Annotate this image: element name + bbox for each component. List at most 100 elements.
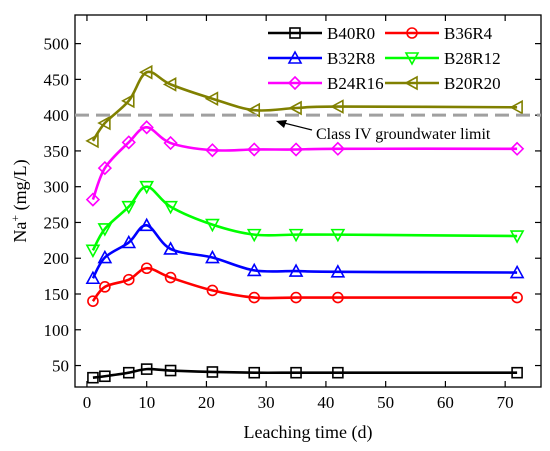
data-point [163, 200, 178, 215]
data-point [288, 228, 304, 243]
data-point [332, 366, 344, 379]
data-point [206, 284, 219, 297]
y-tick-label: 400 [44, 106, 70, 125]
y-tick-label: 350 [44, 142, 70, 161]
series-line [92, 367, 518, 379]
legend-item-B32R8: B32R8 [268, 49, 375, 68]
y-axis: 50 100 150 200 250 300 350 400 450 500 [44, 35, 541, 376]
data-point [509, 99, 523, 115]
legend-label: B24R16 [327, 74, 384, 93]
data-point [121, 93, 135, 109]
data-point [330, 99, 344, 114]
data-point [330, 228, 346, 243]
legend-marker [287, 50, 303, 64]
y-axis-title-superscript: + [8, 215, 22, 222]
data-point [97, 160, 113, 176]
data-point [139, 180, 155, 195]
data-point [164, 271, 177, 284]
data-point [163, 241, 178, 255]
legend-marker [289, 27, 301, 39]
legend-marker [406, 27, 418, 39]
data-point [509, 264, 525, 279]
series-B40R0 [87, 363, 523, 384]
y-axis-title: Na+ (mg/L) [8, 159, 31, 242]
y-tick-label: 300 [44, 178, 70, 197]
data-point [121, 234, 137, 249]
data-point [97, 115, 111, 131]
data-point [85, 192, 101, 207]
data-point [139, 217, 155, 232]
data-point [509, 141, 525, 156]
y-tick-label: 150 [44, 285, 70, 304]
data-point [140, 363, 153, 375]
legend-label: B40R0 [327, 24, 375, 43]
data-point [330, 264, 346, 278]
legend-marker [404, 75, 418, 91]
plot-marks [85, 64, 525, 384]
legend: B40R0 B36R4 B32R8 B28R12 B24R16 B20R20 [268, 24, 501, 93]
x-tick-label: 70 [497, 393, 514, 412]
legend-item-B36R4: B36R4 [385, 24, 493, 43]
series-B24R16 [85, 120, 525, 207]
data-point [99, 370, 111, 383]
series-line [91, 70, 518, 142]
data-point [205, 143, 220, 158]
data-point [246, 102, 261, 118]
data-point [288, 263, 304, 277]
data-point [206, 366, 219, 378]
y-axis-title-unit: (mg/L) [10, 159, 31, 215]
series-B20R20 [85, 64, 523, 149]
y-tick-label: 50 [52, 357, 69, 376]
series-B28R12 [85, 180, 525, 259]
data-point [121, 200, 137, 215]
series-line [91, 185, 518, 251]
data-point [290, 366, 302, 379]
x-tick-label: 40 [317, 393, 334, 412]
legend-label: B32R8 [327, 49, 375, 68]
data-point [163, 135, 178, 151]
y-tick-label: 100 [44, 321, 70, 340]
data-point [288, 142, 304, 157]
data-point [205, 218, 220, 233]
data-point [99, 281, 111, 293]
data-point [332, 291, 344, 304]
plot-frame [74, 14, 542, 388]
data-point [85, 244, 101, 259]
x-tick-label: 20 [198, 393, 215, 412]
x-tick-label: 10 [138, 393, 155, 412]
data-point [139, 64, 153, 80]
data-point [87, 371, 99, 384]
data-point [97, 223, 113, 237]
legend-item-B24R16: B24R16 [268, 74, 384, 93]
data-point [288, 100, 302, 116]
y-tick-label: 450 [44, 70, 70, 89]
data-point [330, 141, 346, 156]
data-point [246, 228, 262, 243]
data-point [121, 135, 136, 150]
data-point [164, 364, 177, 377]
data-point [246, 262, 262, 277]
legend-item-B20R20: B20R20 [385, 74, 501, 93]
x-tick-label: 30 [258, 393, 275, 412]
annotation-arrow-head [276, 120, 287, 128]
y-tick-label: 200 [44, 249, 70, 268]
data-point [87, 295, 99, 307]
data-point [139, 120, 154, 135]
legend-item-B40R0: B40R0 [268, 24, 375, 43]
data-point [248, 291, 261, 304]
series-line [91, 224, 518, 279]
data-point [248, 366, 261, 379]
x-tick-label: 0 [83, 393, 92, 412]
y-tick-label: 500 [44, 35, 70, 54]
y-tick-label: 250 [44, 213, 70, 232]
data-point [247, 142, 262, 157]
legend-label: B20R20 [444, 74, 501, 93]
x-axis-title: Leaching time (d) [244, 422, 373, 443]
x-tick-label: 50 [377, 393, 394, 412]
data-point [290, 291, 302, 304]
legend-label: B36R4 [444, 24, 493, 43]
x-axis: 0 10 20 30 40 50 60 70 [83, 15, 514, 412]
data-point [122, 366, 135, 379]
legend-marker [287, 75, 303, 91]
